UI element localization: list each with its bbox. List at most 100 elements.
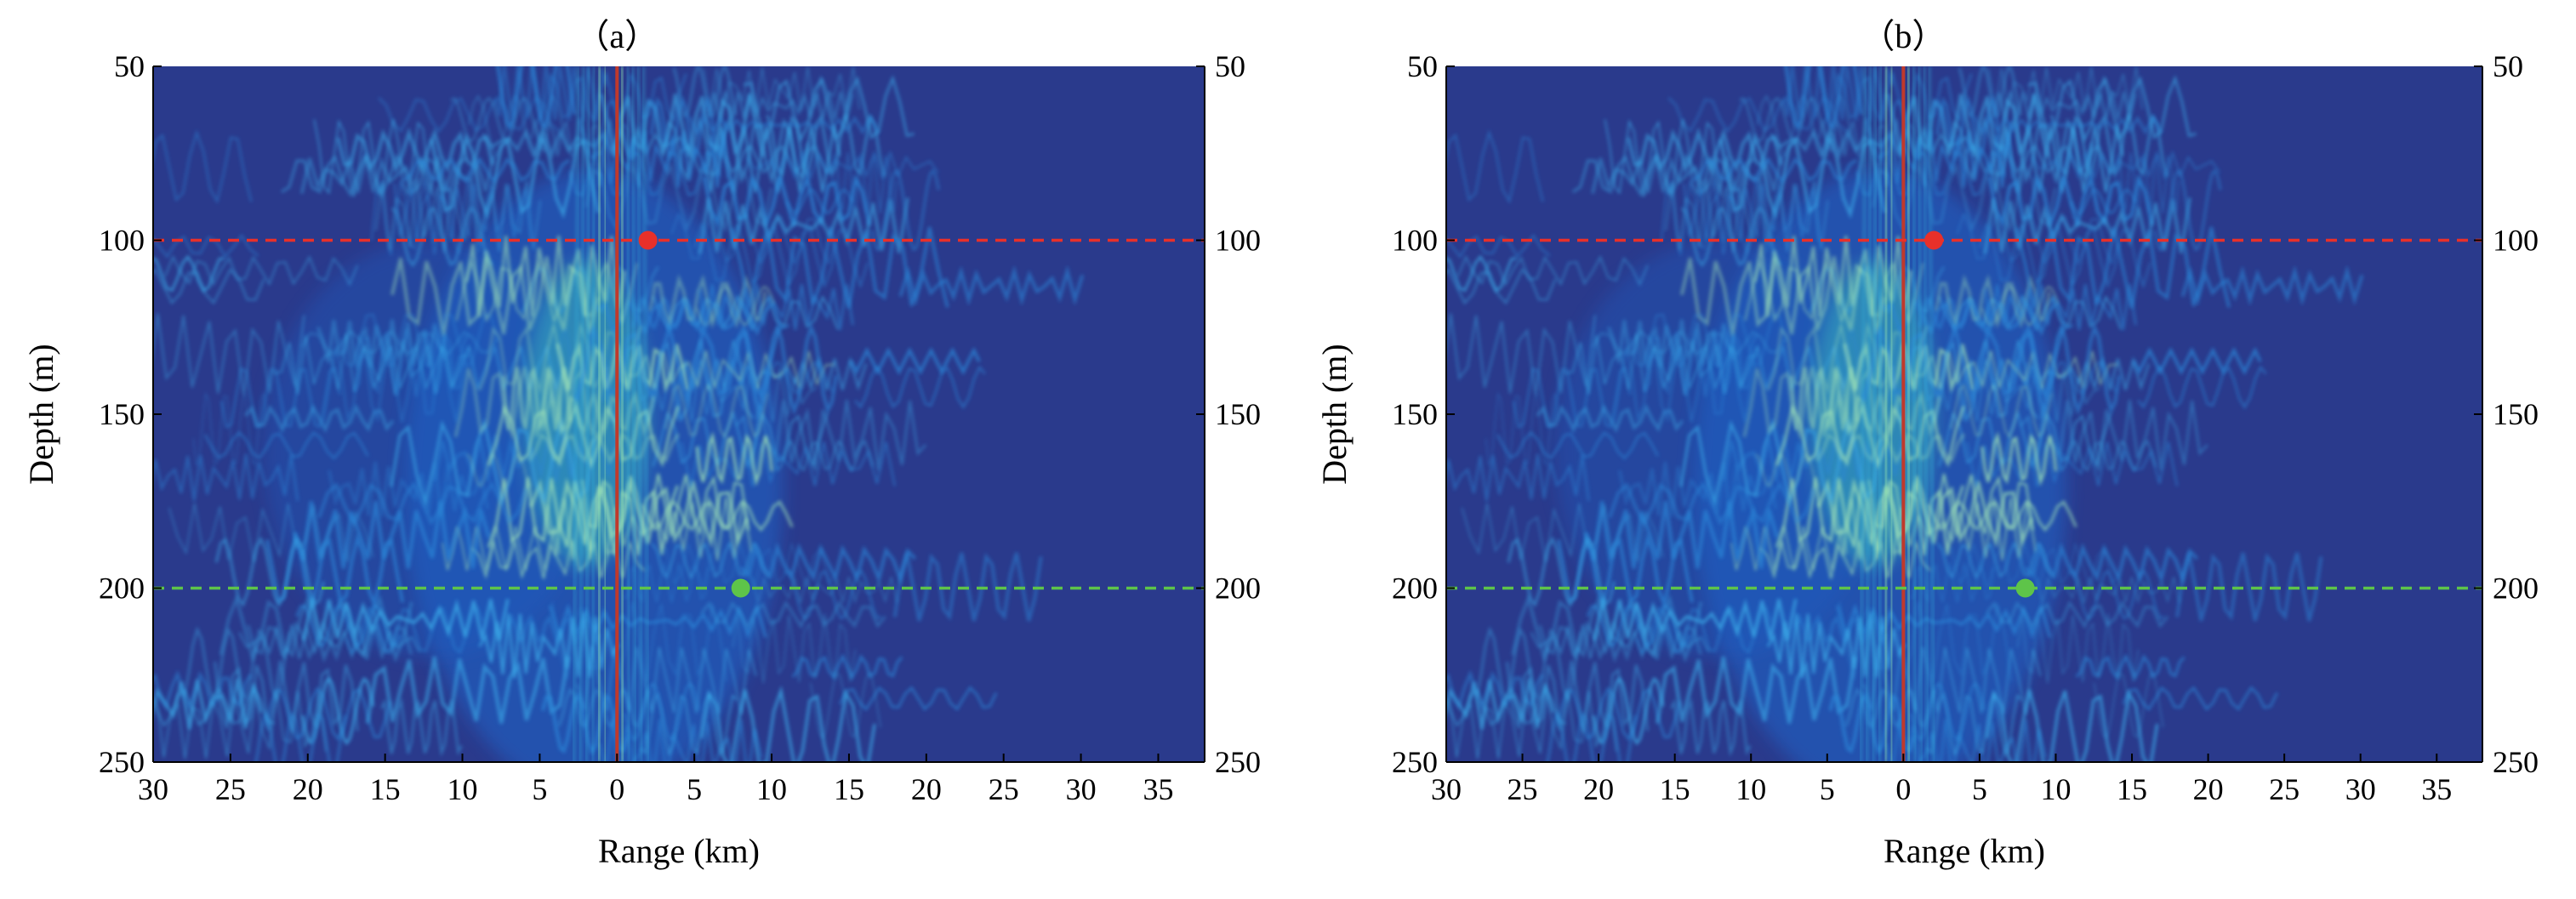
heatmap-streak — [700, 600, 886, 630]
heatmap-streak — [766, 113, 886, 178]
heatmap-streak — [1937, 541, 2054, 580]
heatmap-streak — [649, 94, 728, 162]
heatmap-streak — [2180, 265, 2364, 307]
heatmap-streak — [1958, 66, 2022, 117]
heatmap-streak — [784, 569, 882, 621]
x-tick-label: 5 — [1972, 772, 1987, 806]
chart-panel-a: 30 25 20 15 10 5 0 5 10 15 20 25 30 35501001502002505… — [22, 17, 1261, 870]
y-tick-label-right: 50 — [1215, 49, 1245, 83]
x-tick-label: 35 — [1143, 772, 1173, 806]
y-tick-label-right: 200 — [2493, 572, 2539, 606]
heatmap-streak — [1485, 391, 1559, 468]
heatmap-streak — [1766, 612, 1906, 679]
x-tick-label: 15 — [834, 772, 864, 806]
heatmap-streak — [1571, 152, 1755, 199]
heatmap-beam — [1923, 66, 1929, 762]
heatmap-streak — [652, 410, 829, 469]
heatmap-streak — [1593, 598, 1798, 641]
heatmap-streak — [1730, 526, 1848, 572]
heatmap-streak — [785, 189, 853, 214]
heatmap-streak — [153, 687, 276, 727]
heatmap-streak — [317, 481, 528, 526]
x-tick-label: 30 — [138, 772, 168, 806]
heatmap-streak — [1962, 356, 2150, 394]
heatmap-streak — [247, 618, 413, 662]
heatmap-streak — [1781, 66, 1895, 122]
marker-200 — [731, 578, 750, 598]
y-tick-label-left: 100 — [1392, 224, 1438, 258]
x-tick-label: 25 — [215, 772, 246, 806]
heatmap-streak — [164, 254, 359, 287]
heatmap-streak — [598, 719, 763, 762]
x-axis-label: Range (km) — [1884, 832, 2045, 870]
marker-100 — [638, 230, 658, 250]
y-tick-label-right: 250 — [2493, 745, 2539, 779]
panel-title: （b） — [1861, 17, 1946, 55]
heatmap-streak — [322, 346, 470, 424]
x-tick-label: 25 — [2269, 772, 2300, 806]
x-tick-label: 5 — [687, 772, 702, 806]
heatmap-streak — [192, 391, 268, 468]
heatmap-streak — [732, 613, 857, 684]
heatmap-streak — [651, 541, 770, 580]
heatmap-streak — [153, 313, 305, 396]
heatmap-streak — [153, 453, 299, 502]
heatmap-streak — [1739, 96, 1832, 143]
y-axis-label: Depth (m) — [1315, 344, 1354, 485]
x-tick-label: 30 — [1066, 772, 1097, 806]
heatmap-beam — [636, 66, 643, 762]
heatmap-streak — [1446, 233, 1551, 259]
heatmap-streak — [870, 168, 940, 253]
y-tick-label-right: 200 — [1215, 572, 1261, 606]
x-tick-label: 35 — [2421, 772, 2452, 806]
x-tick-label: 30 — [2345, 772, 2376, 806]
chart-panel-b: 30 25 20 15 10 5 0 5 10 15 20 25 30 35501001502002505… — [1315, 17, 2539, 870]
heatmap-beam — [1872, 66, 1878, 762]
y-tick-label-right: 150 — [1215, 397, 1261, 431]
heatmap-streak — [1449, 691, 1617, 760]
x-tick-label: 15 — [2117, 772, 2147, 806]
heatmap-streak — [1767, 321, 1929, 395]
heatmap-streak — [1446, 128, 1544, 204]
heatmap-streak — [402, 156, 571, 185]
heatmap-streak — [2069, 189, 2136, 214]
heatmap-streak — [593, 337, 755, 426]
heatmap-beam — [630, 66, 637, 762]
heatmap-streak — [1506, 660, 1650, 733]
heatmap-streak — [1925, 365, 2101, 423]
heatmap-streak — [2132, 346, 2262, 376]
heatmap-streak — [1446, 678, 1555, 730]
heatmap-beam — [1912, 66, 1918, 762]
x-tick-label: 5 — [532, 772, 547, 806]
heatmap-streak — [830, 152, 898, 214]
heatmap-streak — [1461, 503, 1664, 563]
heatmap-streak — [700, 685, 876, 762]
heatmap-beam — [1884, 66, 1889, 762]
heatmap-streak — [1980, 431, 2058, 486]
heatmap-streak — [153, 678, 264, 730]
heatmap-streak — [2015, 226, 2231, 309]
x-tick-label: 0 — [1895, 772, 1911, 806]
heatmap-streak — [214, 660, 359, 733]
heatmap-streak — [302, 598, 510, 641]
heatmap-streak — [2016, 613, 2140, 684]
heatmap-streak — [1973, 114, 2163, 136]
heatmap-streak — [1816, 477, 2033, 549]
heatmap-beam — [1859, 66, 1867, 762]
heatmap-streak — [1884, 719, 2047, 762]
heatmap-streak — [153, 129, 253, 204]
heatmap-streak — [672, 66, 738, 117]
heatmap-beam — [1906, 66, 1912, 762]
heatmap-streak — [244, 403, 395, 434]
heatmap-streak — [849, 346, 981, 376]
heatmap-streak — [1555, 686, 1682, 742]
heatmap-streak — [550, 327, 641, 403]
y-tick-label-left: 250 — [1392, 745, 1438, 779]
heatmap-streak — [791, 653, 903, 681]
heatmap-streak — [1446, 313, 1597, 396]
heatmap-streak — [1670, 697, 1752, 758]
heatmap-streak — [1980, 286, 2059, 327]
heatmap-streak — [2031, 149, 2220, 181]
x-tick-label: 20 — [911, 772, 942, 806]
